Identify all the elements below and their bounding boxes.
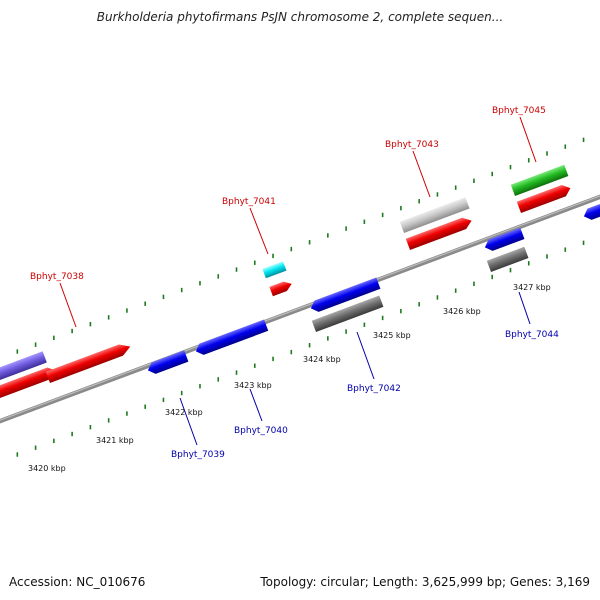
reverse-genes xyxy=(146,200,600,376)
gene-arrow-bphyt-7041-cyan[interactable] xyxy=(262,261,287,279)
gene-arrow-bphyt-7045-red[interactable] xyxy=(516,182,573,213)
gene-arrow-bphyt-7043-red[interactable] xyxy=(405,215,474,250)
gene-arrow-bphyt-7042[interactable] xyxy=(309,277,381,314)
gene-label-bphyt-7041[interactable]: Bphyt_7041 xyxy=(222,197,276,207)
scale-label: 3422 kbp xyxy=(165,408,203,417)
gene-label-bphyt-7038[interactable]: Bphyt_7038 xyxy=(30,272,84,282)
gene-label-bphyt-7040[interactable]: Bphyt_7040 xyxy=(234,426,288,436)
gene-labels: Bphyt_7038 Bphyt_7041 Bphyt_7043 Bphyt_7… xyxy=(30,106,559,460)
scale-labels: 3420 kbp 3421 kbp 3422 kbp 3423 kbp 3424… xyxy=(28,283,551,473)
scale-label: 3425 kbp xyxy=(373,331,411,340)
gene-arrow-red-left[interactable] xyxy=(0,365,58,416)
lower-tick-track xyxy=(16,240,585,457)
gene-arrow-bphyt-7040[interactable] xyxy=(194,319,269,357)
chromosome-axis xyxy=(0,194,600,424)
scale-label: 3427 kbp xyxy=(513,283,551,292)
scale-label: 3426 kbp xyxy=(443,307,481,316)
gene-arrow-purple[interactable] xyxy=(0,351,47,398)
gene-arrow-bphyt-7043-gray[interactable] xyxy=(399,197,470,233)
topology-summary-text: Topology: circular; Length: 3,625,999 bp… xyxy=(260,575,590,589)
gene-label-bphyt-7039[interactable]: Bphyt_7039 xyxy=(171,450,225,460)
scale-label: 3421 kbp xyxy=(96,436,134,445)
map-title: Burkholderia phytofirmans PsJN chromosom… xyxy=(96,10,504,24)
scale-label: 3423 kbp xyxy=(234,381,272,390)
gene-arrow-bphyt-7042-gray[interactable] xyxy=(311,295,384,332)
gene-arrow-bphyt-7044-gray[interactable] xyxy=(486,246,529,272)
accession-text: Accession: NC_010676 xyxy=(9,575,146,589)
scale-label: 3420 kbp xyxy=(28,464,66,473)
forward-genes xyxy=(0,164,573,416)
gene-arrow-bphyt-7039[interactable] xyxy=(146,350,189,376)
scale-label: 3424 kbp xyxy=(303,355,341,364)
gene-label-bphyt-7044[interactable]: Bphyt_7044 xyxy=(505,330,559,340)
chromosome-axis-highlight xyxy=(0,195,600,421)
gene-arrow-bphyt-7041-red[interactable] xyxy=(269,279,293,297)
gene-arrow-bphyt-7044[interactable] xyxy=(483,227,525,253)
label-leader-lines xyxy=(59,116,537,446)
gene-arrow-bphyt-7045-green[interactable] xyxy=(510,164,569,196)
gene-label-bphyt-7042[interactable]: Bphyt_7042 xyxy=(347,384,401,394)
gene-arrow-right-edge[interactable] xyxy=(582,200,600,222)
gene-label-bphyt-7043[interactable]: Bphyt_7043 xyxy=(385,140,439,150)
upper-tick-track xyxy=(16,137,585,354)
gene-label-bphyt-7045[interactable]: Bphyt_7045 xyxy=(492,106,546,116)
gene-arrow-bphyt-7038[interactable] xyxy=(45,341,133,383)
